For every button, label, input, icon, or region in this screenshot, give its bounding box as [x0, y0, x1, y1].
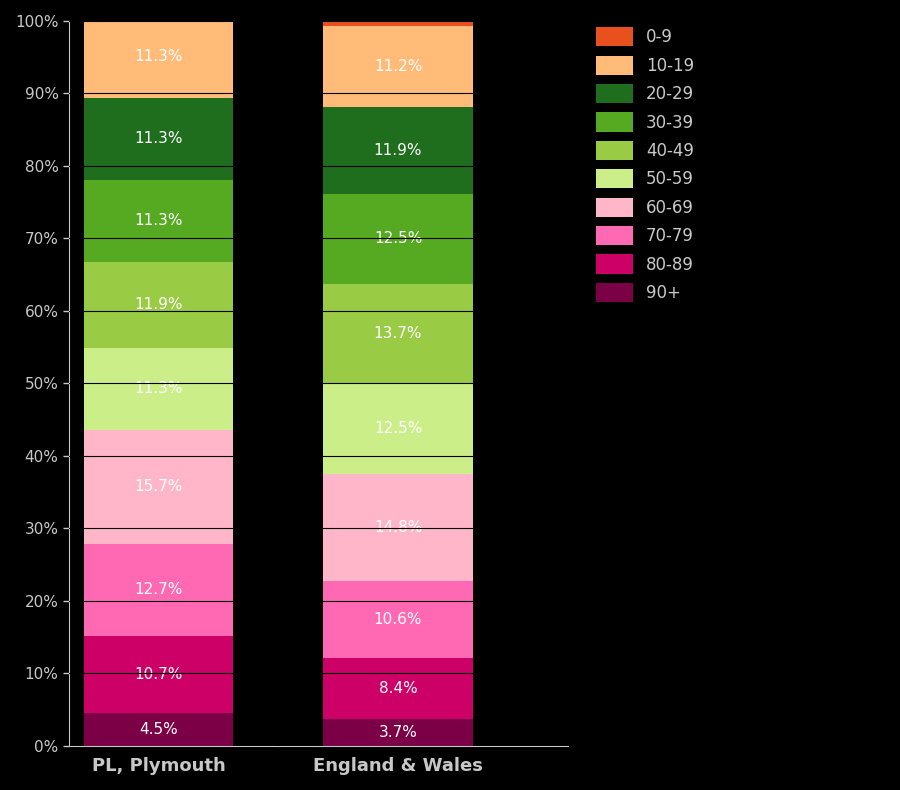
- Bar: [323, 26, 472, 107]
- Bar: [84, 636, 233, 713]
- Bar: [84, 16, 233, 21]
- Legend: 0-9, 10-19, 20-29, 30-39, 40-49, 50-59, 60-69, 70-79, 80-89, 90+: 0-9, 10-19, 20-29, 30-39, 40-49, 50-59, …: [591, 22, 699, 307]
- Bar: [323, 194, 472, 284]
- Text: 8.4%: 8.4%: [379, 681, 418, 696]
- Bar: [323, 719, 472, 746]
- Text: 13.7%: 13.7%: [374, 326, 422, 341]
- Text: 11.3%: 11.3%: [134, 213, 183, 228]
- Text: 12.5%: 12.5%: [374, 231, 422, 246]
- Text: 11.9%: 11.9%: [374, 143, 422, 158]
- Bar: [323, 581, 472, 658]
- Bar: [323, 107, 472, 194]
- Bar: [84, 261, 233, 348]
- Bar: [323, 658, 472, 719]
- Bar: [84, 430, 233, 544]
- Text: 15.7%: 15.7%: [134, 480, 183, 495]
- Text: 12.7%: 12.7%: [134, 582, 183, 597]
- Text: 14.8%: 14.8%: [374, 520, 422, 535]
- Bar: [323, 284, 472, 383]
- Text: 10.6%: 10.6%: [374, 612, 422, 627]
- Bar: [323, 21, 472, 26]
- Text: 11.2%: 11.2%: [374, 59, 422, 74]
- Text: 11.3%: 11.3%: [134, 382, 183, 397]
- Bar: [323, 383, 472, 474]
- Bar: [323, 474, 472, 581]
- Bar: [84, 16, 233, 98]
- Bar: [84, 180, 233, 261]
- Text: 11.3%: 11.3%: [134, 131, 183, 146]
- Text: 10.7%: 10.7%: [134, 667, 183, 682]
- Bar: [84, 98, 233, 180]
- Text: 11.3%: 11.3%: [134, 50, 183, 64]
- Bar: [84, 348, 233, 430]
- Text: 11.9%: 11.9%: [134, 297, 183, 312]
- Text: 3.7%: 3.7%: [379, 725, 418, 740]
- Text: 12.5%: 12.5%: [374, 421, 422, 436]
- Bar: [84, 544, 233, 636]
- Bar: [84, 713, 233, 746]
- Text: 4.5%: 4.5%: [140, 722, 178, 737]
